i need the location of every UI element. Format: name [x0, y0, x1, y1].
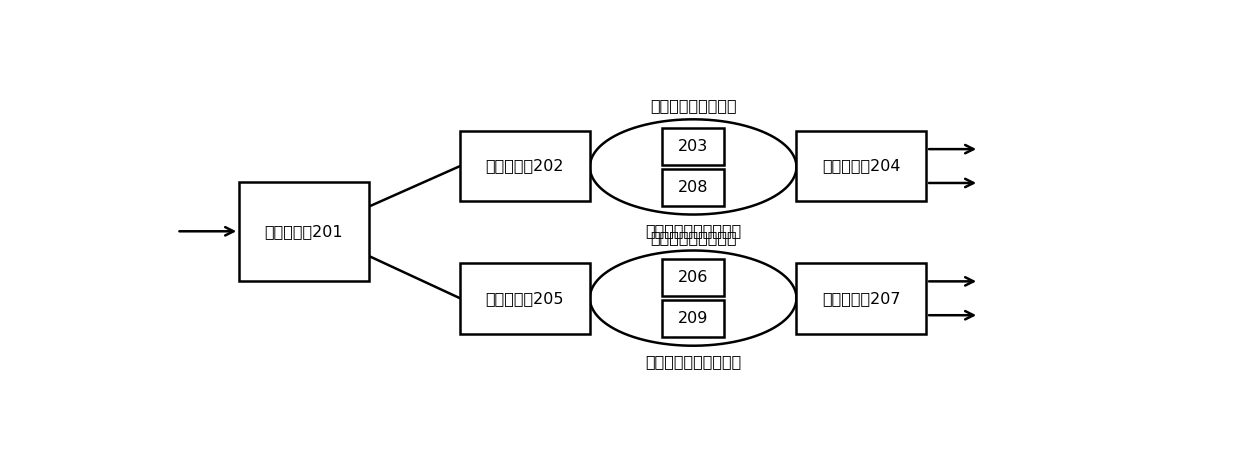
Text: 第一分束器202: 第一分束器202 — [486, 158, 564, 174]
Text: 第二直流相位调制器: 第二直流相位调制器 — [650, 230, 737, 245]
Text: 208: 208 — [678, 180, 708, 195]
Text: 203: 203 — [678, 139, 708, 154]
Text: 209: 209 — [678, 311, 708, 326]
Bar — [662, 259, 724, 296]
Bar — [239, 182, 368, 281]
Bar — [796, 263, 926, 333]
Text: 第一合束器204: 第一合束器204 — [822, 158, 900, 174]
Bar — [460, 131, 590, 202]
Bar — [662, 169, 724, 206]
Bar — [460, 263, 590, 333]
Bar — [662, 300, 724, 337]
Text: 206: 206 — [678, 270, 708, 285]
Text: 第二合束器207: 第二合束器207 — [822, 291, 900, 306]
Text: 第一直流相位调制器: 第一直流相位调制器 — [650, 98, 737, 113]
Text: 第一偏振正交旋转装置: 第一偏振正交旋转装置 — [645, 223, 742, 238]
Bar — [662, 128, 724, 165]
Bar — [796, 131, 926, 202]
Text: 第二分束器205: 第二分束器205 — [486, 291, 564, 306]
Text: 第二偏振正交旋转装置: 第二偏振正交旋转装置 — [645, 354, 742, 369]
Text: 前置分束器201: 前置分束器201 — [264, 224, 343, 239]
